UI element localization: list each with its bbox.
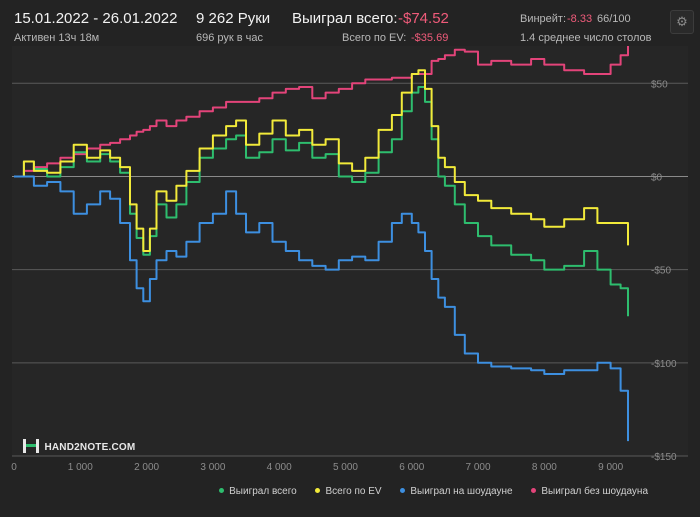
profit-chart: $50 $0 -$50 -$100 -$150 0 1 000 2 000 3 000 4 000… — [11, 46, 688, 473]
x-tick-label: 2 000 — [134, 462, 159, 473]
date-range: 15.01.2022 - 26.01.2022 — [14, 10, 178, 27]
tables-average: 1.4 среднее число столов — [520, 32, 652, 44]
winrate-suffix: 66/100 — [597, 13, 631, 25]
y-tick-label: -$150 — [651, 452, 677, 463]
plot-background — [12, 46, 688, 456]
y-tick-label: -$50 — [651, 266, 671, 277]
axis-ticks: $50 $0 -$50 -$100 -$150 0 1 000 2 000 3 000 4 000… — [11, 79, 677, 473]
legend-dot — [531, 487, 537, 493]
legend-dot — [400, 487, 406, 493]
series-line-2 — [14, 175, 629, 442]
x-tick-label: 9 000 — [598, 462, 623, 473]
hands-per-hour: 696 рук в час — [196, 32, 264, 44]
legend-label: Всего по EV — [325, 486, 382, 497]
hand2note-logo-icon — [23, 438, 39, 453]
x-tick-label: 0 — [11, 462, 17, 473]
x-tick-label: 4 000 — [267, 462, 292, 473]
x-tick-label: 3 000 — [200, 462, 225, 473]
active-time: Активен 13ч 18м — [14, 32, 100, 44]
legend-dot — [219, 487, 225, 493]
chart-area: $50 $0 -$50 -$100 -$150 0 1 000 2 000 3 000 4 000… — [0, 46, 700, 512]
legend-label: Выиграл на шоудауне — [410, 486, 513, 497]
chart-legend: Выиграл всего Всего по EV Выиграл на шоу… — [203, 486, 648, 497]
hand2note-logo: HAND2NOTE.COM — [22, 437, 135, 455]
x-tick-label: 7 000 — [466, 462, 491, 473]
won-total-value: -$74.52 — [398, 10, 449, 27]
x-tick-label: 5 000 — [333, 462, 358, 473]
logo-text: HAND2NOTE.COM — [44, 442, 136, 453]
series-lines — [14, 46, 629, 442]
ev-total-label: Всего по EV: — [342, 32, 407, 44]
legend-item-showdown[interactable]: Выиграл на шоудауне — [400, 486, 513, 497]
ev-total-value: -$35.69 — [411, 32, 449, 44]
gear-icon[interactable]: ⚙ — [670, 10, 694, 34]
x-tick-label: 8 000 — [532, 462, 557, 473]
legend-item-ev[interactable]: Всего по EV — [315, 486, 382, 497]
winrate-label: Винрейт: — [520, 13, 567, 25]
x-tick-label: 6 000 — [399, 462, 424, 473]
won-total-label: Выиграл всего: — [292, 10, 398, 27]
hands-count: 9 262 Руки — [196, 10, 271, 27]
legend-item-won-total[interactable]: Выиграл всего — [219, 486, 297, 497]
y-tick-label: $0 — [651, 172, 663, 183]
x-tick-label: 1 000 — [68, 462, 93, 473]
series-line-3 — [14, 46, 629, 178]
y-tick-label: -$100 — [651, 359, 677, 370]
legend-dot — [315, 487, 321, 493]
legend-label: Выиграл всего — [229, 486, 297, 497]
y-tick-label: $50 — [651, 79, 668, 90]
series-line-1 — [14, 69, 629, 252]
stats-header: 15.01.2022 - 26.01.2022 Активен 13ч 18м … — [0, 0, 700, 46]
winrate-value: -8.33 — [567, 13, 593, 25]
legend-label: Выиграл без шоудауна — [541, 486, 648, 497]
legend-item-non-showdown[interactable]: Выиграл без шоудауна — [531, 486, 648, 497]
